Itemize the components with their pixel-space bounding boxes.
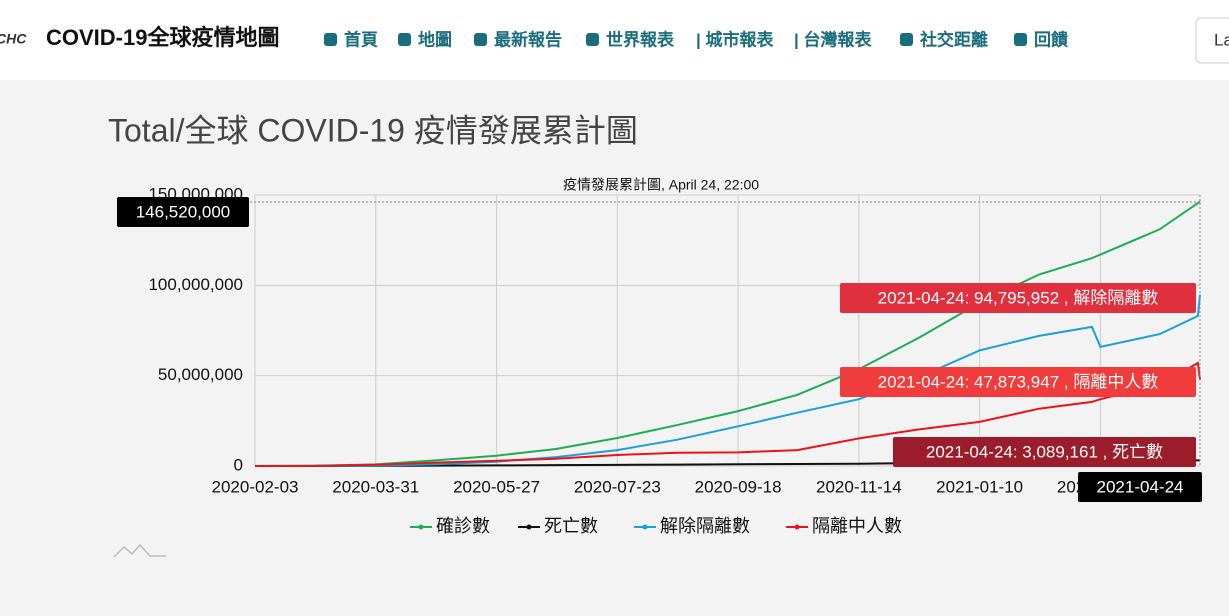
nav-icon (474, 33, 487, 46)
tooltip-box (893, 437, 1196, 467)
tooltip-box (840, 283, 1196, 313)
language-label[interactable]: La (1214, 30, 1229, 49)
y-tick-label: 100,000,000 (148, 275, 243, 294)
x-tick-label: 2020-11-14 (816, 477, 902, 496)
icon (113, 543, 166, 558)
legend-marker (418, 524, 424, 530)
heading: Total/全球 COVID-19 疫情發展累計圖 (108, 112, 638, 148)
tooltip-box (1078, 472, 1202, 502)
nav-item[interactable]: 首頁 (344, 29, 378, 49)
nav-item[interactable]: 世界報表 (606, 29, 675, 49)
nav-item[interactable]: 地圖 (418, 29, 452, 49)
tooltip-text: 2021-04-24: 3,089,161 , 死亡數 (926, 442, 1163, 461)
legend-label: 解除隔離數 (660, 516, 750, 536)
tooltip-text: 2021-04-24: 47,873,947 , 隔離中人數 (878, 372, 1159, 391)
tooltip-text: 146,520,000 (136, 202, 231, 221)
series-line (254, 361, 1201, 467)
legend-marker (526, 524, 532, 530)
nav-icon (1014, 33, 1027, 46)
nav-item[interactable]: 社交距離 (919, 29, 988, 49)
tooltip-box (840, 367, 1196, 397)
nav-icon (900, 33, 913, 46)
site-title[interactable]: COVID-19全球疫情地圖 (46, 25, 279, 50)
language-button[interactable] (1195, 17, 1229, 64)
x-tick-label: 2020-02-03 (212, 477, 299, 496)
nav-icon (324, 33, 337, 46)
series-line (254, 200, 1201, 467)
legend-label: 隔離中人數 (812, 516, 902, 536)
tooltip-text: 2021-04-24 (1097, 477, 1184, 496)
tooltip-text: 2021-04-24: 94,795,952 , 解除隔離數 (878, 288, 1159, 307)
chart-title: 疫情發展累計圖, April 24, 22:00 (563, 177, 759, 193)
legend-marker (642, 524, 648, 530)
nav-item[interactable]: 回饋 (1034, 29, 1069, 49)
x-tick-label: 2020-09-18 (695, 477, 782, 496)
series-line (254, 294, 1201, 467)
legend-label: 確診數 (436, 516, 490, 536)
x-tick-label: 2020-07-23 (574, 477, 661, 496)
x-tick-label: 2021-01-10 (936, 477, 1023, 496)
logo: CHC (0, 31, 27, 47)
legend-marker (794, 524, 800, 530)
y-tick-label: 0 (234, 455, 243, 474)
nav-item[interactable]: 最新報告 (494, 29, 562, 49)
nav-icon (586, 33, 599, 46)
x-tick-label: 2020-03-31 (332, 477, 419, 496)
plot: 050,000,000100,000,000150,000,0002020-02… (117, 184, 1202, 536)
nav: 首頁 地圖 最新報告 世界報表 | 城市報表 | 台灣報表 社交距離 回饋 (324, 29, 1069, 49)
x-tick-label: 2020-05-27 (453, 477, 540, 496)
tooltip-box (117, 197, 249, 227)
legend-label: 死亡數 (544, 516, 598, 536)
nav-icon (398, 33, 411, 46)
y-tick-label: 50,000,000 (158, 365, 243, 384)
nav-item[interactable]: | 城市報表 (696, 29, 774, 49)
nav-item[interactable]: | 台灣報表 (794, 29, 872, 49)
